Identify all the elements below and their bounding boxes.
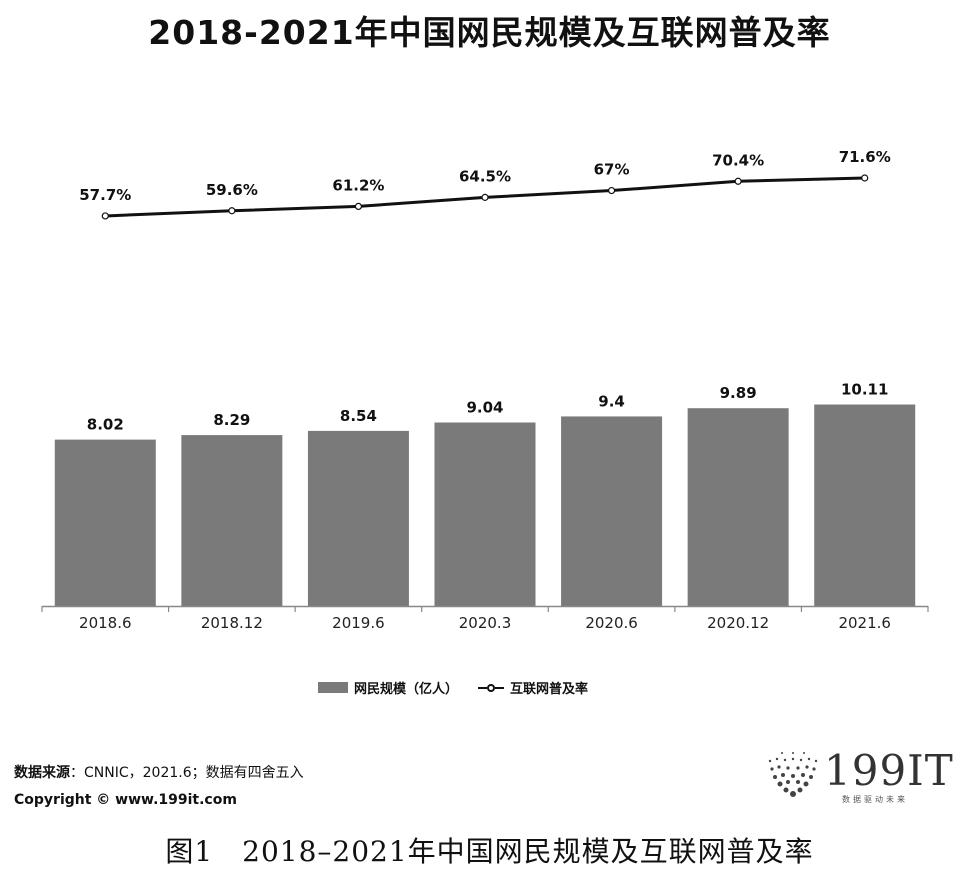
legend-line-label: 互联网普及率 (510, 682, 589, 697)
bar-value-label: 8.54 (340, 407, 377, 425)
bar-value-label: 9.04 (466, 398, 503, 416)
line-point (734, 177, 742, 185)
bar (307, 430, 409, 606)
line-point (228, 207, 236, 215)
logo-text: 199IT (824, 746, 954, 795)
x-tick-label: 2019.6 (332, 614, 385, 632)
line-value-label: 64.5% (459, 167, 511, 185)
x-tick-label: 2018.12 (201, 614, 263, 632)
bar-value-label: 8.02 (87, 416, 124, 434)
x-tick-label: 2018.6 (79, 614, 132, 632)
line-value-label: 61.2% (332, 176, 384, 194)
copyright-text: Copyright © www.199it.com (14, 792, 237, 808)
line-point (481, 193, 489, 201)
legend: 网民规模（亿人） 互联网普及率 (318, 678, 588, 697)
line-value-label: 59.6% (206, 181, 258, 199)
bar-series (54, 404, 916, 606)
legend-line-swatch (478, 683, 505, 692)
bar (434, 422, 536, 606)
bar-value-label: 9.4 (598, 392, 625, 410)
logo: 199IT 数据驱动未来 (762, 746, 962, 808)
line-series (101, 174, 869, 220)
line-point (354, 202, 363, 210)
bar (181, 435, 283, 606)
bar-value-label: 10.11 (841, 381, 888, 399)
line-value-labels: 57.7% 59.6% 61.2% 64.5% 67% 70.4% 71.6% (79, 148, 890, 204)
bar (687, 408, 789, 606)
source-note: 数据来源：CNNIC，2021.6；数据有四舍五入 Copyright © ww… (14, 760, 304, 814)
source-label: 数据来源 (14, 765, 70, 781)
source-text: ：CNNIC，2021.6；数据有四舍五入 (70, 765, 304, 781)
line-value-label: 70.4% (712, 151, 764, 169)
bar (54, 439, 156, 606)
x-axis: 2018.6 2018.12 2019.6 2020.3 2020.6 2020.12 20… (41, 605, 929, 632)
bar-value-labels: 8.02 8.29 8.54 9.04 9.4 9.89 10.11 (87, 381, 889, 434)
legend-bar-label: 网民规模（亿人） (354, 682, 459, 697)
x-tick-label: 2020.12 (707, 614, 769, 632)
line-value-label: 71.6% (839, 148, 891, 166)
bar (814, 404, 916, 606)
line-point (607, 186, 616, 195)
logo-subtext: 数据驱动未来 (842, 795, 908, 804)
figure-caption: 图1 2018–2021年中国网民规模及互联网普及率 (165, 835, 814, 868)
x-tick-label: 2020.3 (459, 614, 512, 632)
line-value-label: 67% (594, 161, 630, 179)
chart-title: 2018-2021年中国网民规模及互联网普及率 (148, 13, 831, 52)
x-tick-label: 2020.6 (585, 614, 638, 632)
bar-value-label: 9.89 (720, 384, 757, 402)
line-point (861, 174, 869, 182)
bar (561, 416, 663, 606)
bar-value-label: 8.29 (213, 411, 250, 429)
line-point (101, 212, 109, 220)
logo-mark-icon (768, 752, 818, 797)
line-value-label: 57.7% (79, 186, 131, 204)
x-tick-label: 2021.6 (838, 614, 891, 632)
legend-bar-swatch (318, 682, 348, 693)
